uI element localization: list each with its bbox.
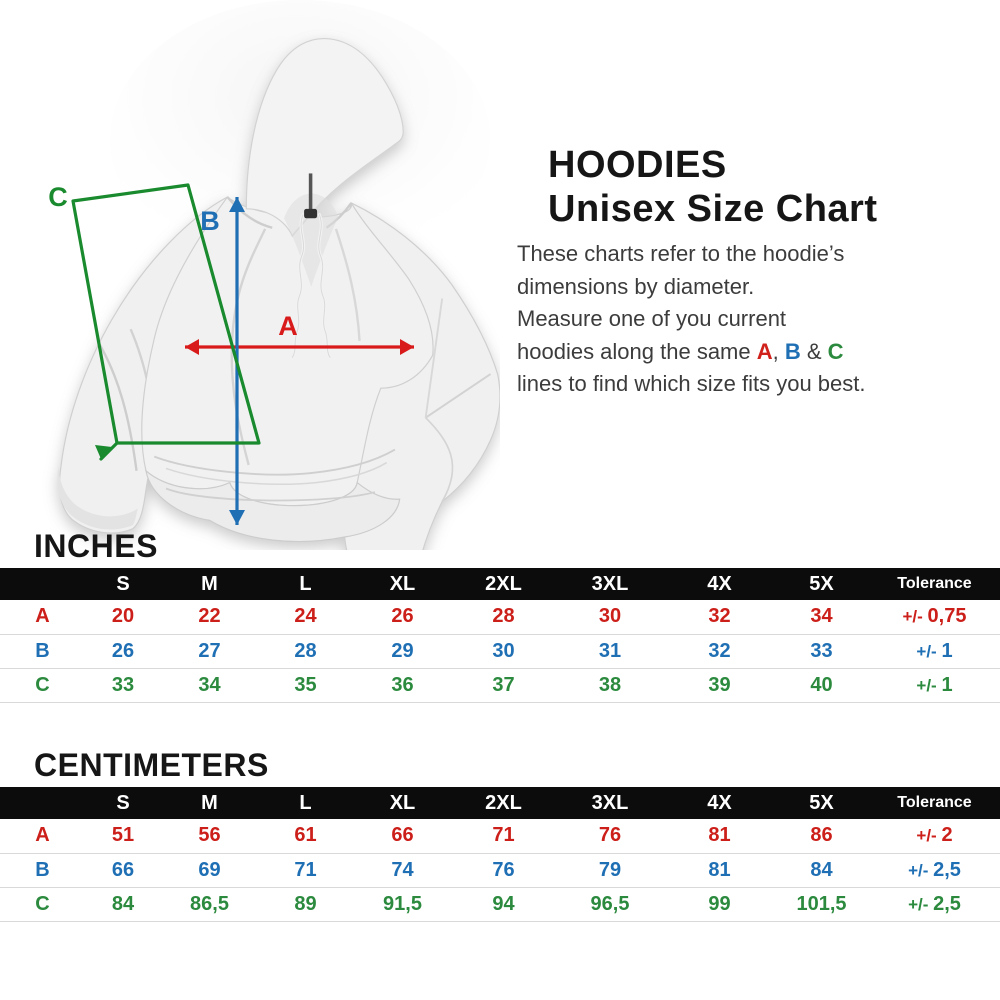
svg-text:C: C [48, 182, 68, 212]
svg-text:B: B [200, 206, 220, 236]
svg-text:A: A [278, 311, 298, 341]
